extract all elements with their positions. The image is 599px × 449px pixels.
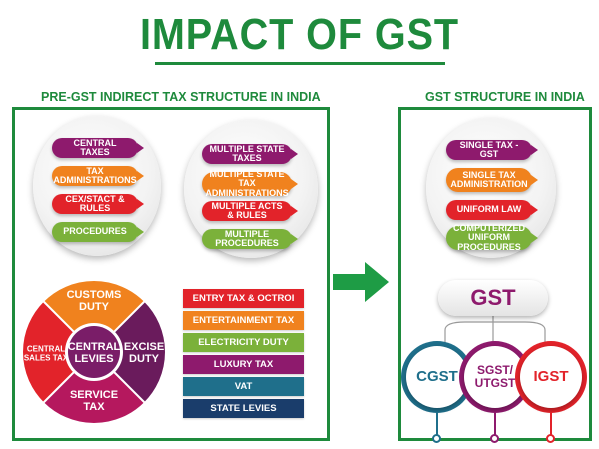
state-levy-item: LUXURY TAX (183, 355, 304, 374)
gst-component-dot (490, 434, 499, 443)
transition-arrow-icon (333, 262, 389, 302)
wheel-segment (41, 370, 147, 425)
title-underline (155, 62, 445, 65)
gst-component-stem (550, 412, 552, 436)
pre-gst-label: PRE-GST INDIRECT TAX STRUCTURE IN INDIA (41, 90, 321, 104)
state-levy-item: VAT (183, 377, 304, 396)
state-tax-item: MULTIPLE PROCEDURES (202, 229, 298, 249)
state-levy-item: ELECTRICITY DUTY (183, 333, 304, 352)
wheel-segment-label: EXCISE DUTY (124, 341, 164, 365)
gst-feature-item: SINGLE TAX - GST (446, 140, 538, 160)
page-title: IMPACT OF GST (140, 10, 459, 59)
gst-feature-item: COMPUTERIZED UNIFORM PROCEDURES (446, 223, 538, 251)
wheel-segment (112, 299, 167, 405)
gst-component-stem (436, 412, 438, 436)
state-tax-item: MULTIPLE STATE TAX ADMINISTRATIONS (202, 169, 298, 197)
state-levy-item: ENTERTAINMENT TAX (183, 311, 304, 330)
wheel-center (68, 326, 120, 378)
state-levy-item: STATE LEVIES (183, 399, 304, 418)
state-levy-item: ENTRY TAX & OCTROI (183, 289, 304, 308)
state-tax-item: MULTIPLE STATE TAXES (202, 144, 298, 164)
gst-label: GST STRUCTURE IN INDIA (425, 90, 585, 104)
wheel-center-label: CENTRAL LEVIES (68, 341, 121, 365)
central-tax-item: CEX/STACT & RULES (52, 194, 144, 214)
gst-component: CGST (406, 346, 468, 408)
wheel-segment (21, 299, 76, 405)
gst-component-dot (432, 434, 441, 443)
gst-center: GST (438, 280, 548, 316)
central-tax-item: PROCEDURES (52, 222, 144, 242)
central-tax-item: CENTRAL TAXES (52, 138, 144, 158)
state-tax-item: MULTIPLE ACTS & RULES (202, 201, 298, 221)
gst-feature-item: UNIFORM LAW (446, 200, 538, 220)
gst-feature-item: SINGLE TAX ADMINISTRATION (446, 168, 538, 192)
wheel-segment-label: SERVICE TAX (70, 389, 118, 413)
gst-component: IGST (520, 346, 582, 408)
gst-component-stem (494, 412, 496, 436)
central-tax-item: TAX ADMINISTRATIONS (52, 165, 144, 186)
wheel-segment-label: CENTRAL SALES TAX (24, 345, 69, 363)
wheel-segment-label: CUSTOMS DUTY (67, 289, 122, 313)
gst-component-dot (546, 434, 555, 443)
wheel-segment (41, 279, 147, 334)
